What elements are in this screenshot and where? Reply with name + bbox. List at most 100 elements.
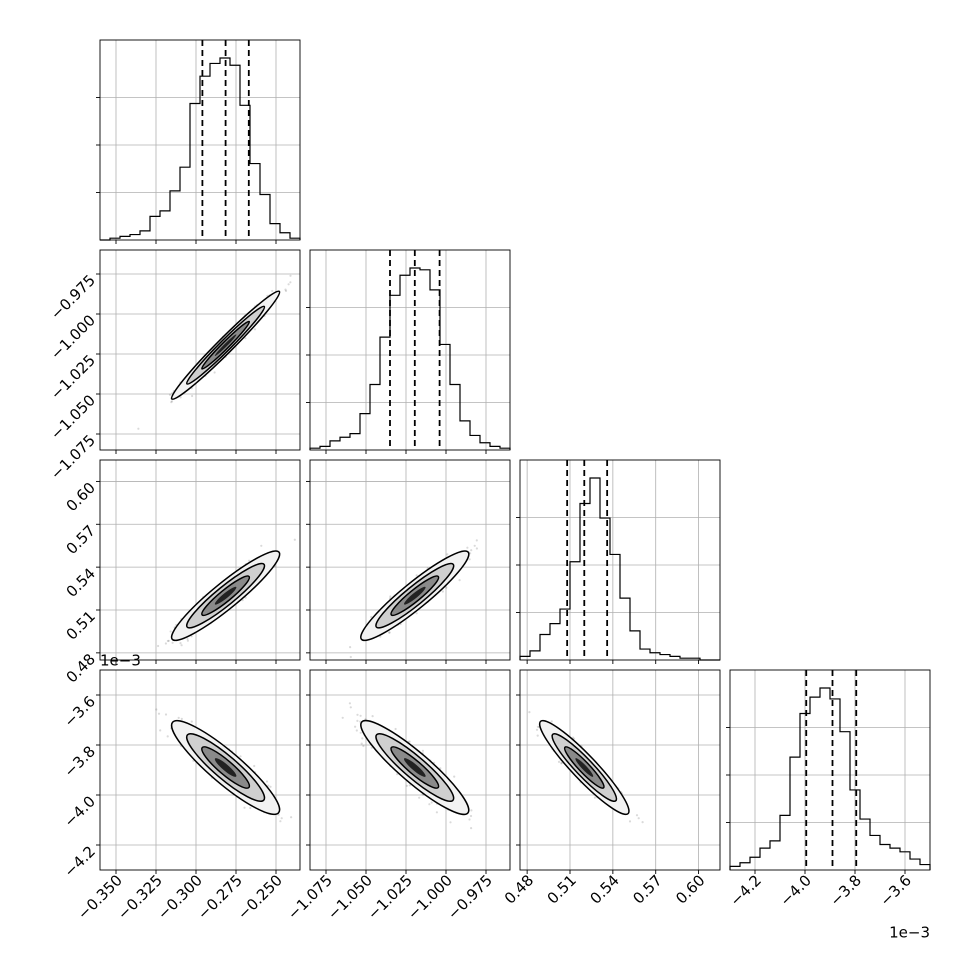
scatter-point (280, 817, 283, 820)
scatter-point (180, 717, 183, 721)
panel-frame (729, 669, 931, 871)
x-offset-label: 1e−3 (889, 924, 930, 942)
density-contour-3 (214, 334, 237, 357)
scatter-point (349, 646, 352, 649)
density-contour-3 (214, 758, 237, 777)
panel-frame (99, 249, 301, 451)
scatter-point (287, 283, 290, 286)
scatter-point (279, 820, 282, 823)
histogram-panel-2 (516, 459, 721, 664)
density-contour-3 (403, 758, 426, 777)
scatter-point (453, 775, 456, 778)
scatter-panel-3-0 (96, 669, 301, 874)
scatter-point (166, 639, 169, 643)
scatter-point (557, 760, 561, 764)
density-contour-3 (575, 758, 594, 777)
scatter-panel-3-1 (306, 669, 511, 874)
scatter-point (186, 637, 189, 641)
density-contour-3 (403, 586, 426, 605)
scatter-point (177, 716, 180, 720)
scatter-point (179, 396, 182, 399)
scatter-panel-1-0 (96, 249, 301, 454)
scatter-point (415, 612, 418, 615)
scatter-point (635, 814, 639, 817)
scatter-point (157, 644, 160, 648)
scatter-point (186, 639, 189, 642)
scatter-point (168, 393, 172, 396)
scatter-point (170, 400, 174, 403)
x-tick-label-1-4: −0.975 (444, 871, 496, 923)
scatter-point (243, 806, 246, 809)
scatter-point (475, 539, 478, 542)
scatter-point (179, 642, 182, 645)
scatter-point (535, 728, 539, 731)
y-tick-label-2-4: 0.60 (63, 479, 99, 515)
histogram-step-3 (729, 687, 931, 870)
scatter-point (405, 784, 408, 787)
x-tick-label-0-4: −0.250 (234, 871, 286, 923)
panel-frame (99, 459, 301, 661)
histogram-panel-0 (96, 39, 301, 244)
scatter-point (164, 713, 168, 716)
scatter-point (249, 806, 252, 810)
scatter-point (466, 546, 469, 549)
scatter-point (171, 641, 174, 644)
x-tick-label-2-4: 0.60 (672, 871, 708, 907)
scatter-point (446, 553, 449, 556)
histogram-panel-1 (306, 249, 511, 454)
scatter-point (536, 734, 539, 737)
scatter-point (362, 744, 365, 748)
y-tick-label-2-0: 0.48 (63, 650, 99, 686)
scatter-point (593, 796, 597, 799)
x-tick-label-3-2: −3.8 (827, 871, 865, 909)
scatter-point (290, 816, 293, 819)
scatter-point (169, 630, 172, 633)
scatter-point (418, 796, 421, 799)
scatter-point (550, 720, 553, 723)
x-tick-label-3-1: −4.0 (777, 871, 815, 909)
y-tick-label-2-2: 0.54 (63, 564, 99, 600)
scatter-point (428, 803, 431, 806)
panel-frame (519, 669, 721, 871)
scatter-point (408, 740, 411, 743)
scatter-point (341, 716, 344, 719)
density-contour-3 (214, 586, 237, 605)
scatter-point (379, 635, 382, 638)
y-tick-label-3-2: −3.8 (61, 742, 99, 780)
scatter-point (271, 289, 274, 293)
x-tick-label-2-2: 0.54 (587, 871, 623, 907)
scatter-point (641, 821, 644, 824)
scatter-point (421, 749, 424, 752)
scatter-point (435, 811, 438, 814)
scatter-point (536, 725, 540, 728)
scatter-point (394, 727, 397, 731)
scatter-point (445, 586, 448, 589)
scatter-point (572, 736, 575, 739)
scatter-point (389, 595, 392, 598)
scatter-point (167, 639, 170, 642)
scatter-point (190, 720, 193, 723)
x-tick-label-2-0: 0.48 (501, 871, 537, 907)
scatter-point (253, 764, 256, 768)
scatter-point (468, 558, 471, 561)
y-tick-label-1-4: −0.975 (47, 271, 99, 323)
y-tick-label-3-1: −4.0 (61, 792, 99, 830)
scatter-point (244, 337, 247, 340)
scatter-point (468, 818, 471, 821)
scatter-point (289, 281, 292, 284)
scatter-point (239, 755, 242, 758)
scatter-point (359, 731, 362, 734)
scatter-point (180, 644, 183, 647)
scatter-point (354, 725, 357, 728)
y-tick-label-2-1: 0.51 (63, 607, 99, 643)
x-tick-label-3-3: −3.6 (877, 871, 915, 909)
scatter-point (475, 547, 478, 550)
y-tick-label-2-3: 0.57 (63, 522, 99, 558)
scatter-point (356, 713, 359, 716)
scatter-point (637, 817, 640, 820)
scatter-point (253, 328, 257, 331)
x-tick-label-3-0: −4.2 (727, 871, 765, 909)
scatter-point (371, 715, 374, 718)
scatter-point (248, 559, 251, 562)
